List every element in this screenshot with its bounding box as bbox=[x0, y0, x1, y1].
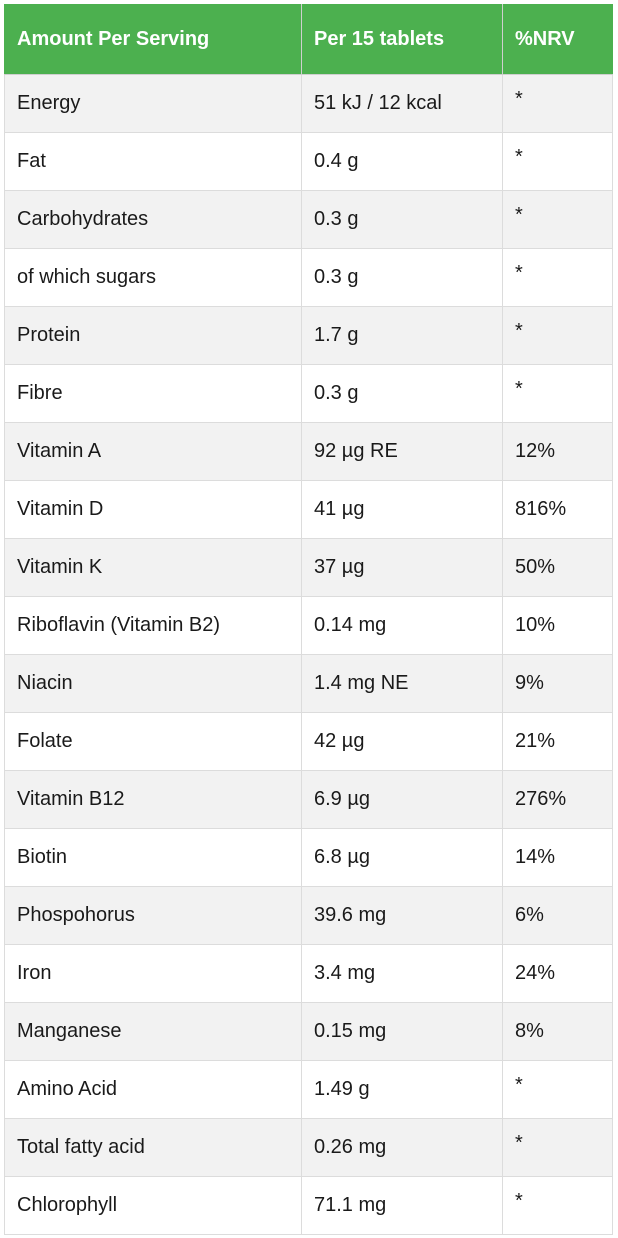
nutrient-name-cell: Phospohorus bbox=[4, 886, 302, 945]
nutrient-name-cell: Vitamin A bbox=[4, 422, 302, 481]
amount-cell: 42 µg bbox=[301, 712, 503, 771]
nrv-cell: * bbox=[502, 364, 613, 423]
amount-cell: 1.49 g bbox=[301, 1060, 503, 1119]
amount-cell: 92 µg RE bbox=[301, 422, 503, 481]
header-nrv: %NRV bbox=[502, 4, 613, 75]
header-amount-per-serving: Amount Per Serving bbox=[4, 4, 302, 75]
amount-cell: 51 kJ / 12 kcal bbox=[301, 74, 503, 133]
nutrient-name-cell: Niacin bbox=[4, 654, 302, 713]
table-row: Manganese 0.15 mg 8% bbox=[4, 1002, 613, 1061]
table-row: Chlorophyll 71.1 mg * bbox=[4, 1176, 613, 1235]
table-row: of which sugars 0.3 g * bbox=[4, 248, 613, 307]
nutrient-name-cell: Carbohydrates bbox=[4, 190, 302, 249]
nrv-cell: 10% bbox=[502, 596, 613, 655]
nutrient-name-cell: Fibre bbox=[4, 364, 302, 423]
nrv-cell: 21% bbox=[502, 712, 613, 771]
nutrient-name-cell: Energy bbox=[4, 74, 302, 133]
header-row: Amount Per Serving Per 15 tablets %NRV bbox=[4, 4, 613, 75]
table-row: Carbohydrates 0.3 g * bbox=[4, 190, 613, 249]
nrv-cell: 14% bbox=[502, 828, 613, 887]
nutrient-name-cell: Vitamin B12 bbox=[4, 770, 302, 829]
nutrient-name-cell: Protein bbox=[4, 306, 302, 365]
nrv-cell: * bbox=[502, 1118, 613, 1177]
table-row: Biotin 6.8 µg 14% bbox=[4, 828, 613, 887]
amount-cell: 0.14 mg bbox=[301, 596, 503, 655]
nutrient-name-cell: Fat bbox=[4, 132, 302, 191]
amount-cell: 37 µg bbox=[301, 538, 503, 597]
table-row: Vitamin D 41 µg 816% bbox=[4, 480, 613, 539]
amount-cell: 1.7 g bbox=[301, 306, 503, 365]
nutrient-name-cell: Manganese bbox=[4, 1002, 302, 1061]
nrv-cell: 50% bbox=[502, 538, 613, 597]
nrv-cell: 816% bbox=[502, 480, 613, 539]
nutrient-name-cell: Folate bbox=[4, 712, 302, 771]
table-row: Folate 42 µg 21% bbox=[4, 712, 613, 771]
amount-cell: 0.4 g bbox=[301, 132, 503, 191]
table-row: Niacin 1.4 mg NE 9% bbox=[4, 654, 613, 713]
amount-cell: 0.3 g bbox=[301, 364, 503, 423]
nrv-cell: 8% bbox=[502, 1002, 613, 1061]
nutrition-table: Amount Per Serving Per 15 tablets %NRV E… bbox=[4, 4, 613, 1235]
table-row: Protein 1.7 g * bbox=[4, 306, 613, 365]
nrv-cell: 24% bbox=[502, 944, 613, 1003]
nrv-cell: 276% bbox=[502, 770, 613, 829]
nutrient-name-cell: Amino Acid bbox=[4, 1060, 302, 1119]
amount-cell: 6.9 µg bbox=[301, 770, 503, 829]
amount-cell: 0.15 mg bbox=[301, 1002, 503, 1061]
table-row: Iron 3.4 mg 24% bbox=[4, 944, 613, 1003]
amount-cell: 0.3 g bbox=[301, 248, 503, 307]
nrv-cell: 12% bbox=[502, 422, 613, 481]
nrv-cell: 6% bbox=[502, 886, 613, 945]
amount-cell: 3.4 mg bbox=[301, 944, 503, 1003]
nutrient-name-cell: Vitamin K bbox=[4, 538, 302, 597]
table-row: Total fatty acid 0.26 mg * bbox=[4, 1118, 613, 1177]
header-per-15-tablets: Per 15 tablets bbox=[301, 4, 503, 75]
table-row: Fat 0.4 g * bbox=[4, 132, 613, 191]
nrv-cell: * bbox=[502, 248, 613, 307]
table-row: Fibre 0.3 g * bbox=[4, 364, 613, 423]
amount-cell: 1.4 mg NE bbox=[301, 654, 503, 713]
amount-cell: 39.6 mg bbox=[301, 886, 503, 945]
table-row: Vitamin B12 6.9 µg 276% bbox=[4, 770, 613, 829]
nutrient-name-cell: Biotin bbox=[4, 828, 302, 887]
table-row: Vitamin K 37 µg 50% bbox=[4, 538, 613, 597]
table-header: Amount Per Serving Per 15 tablets %NRV bbox=[4, 4, 613, 75]
nutrient-name-cell: Total fatty acid bbox=[4, 1118, 302, 1177]
table-row: Vitamin A 92 µg RE 12% bbox=[4, 422, 613, 481]
table-row: Energy 51 kJ / 12 kcal * bbox=[4, 74, 613, 133]
nutrition-table-container: Amount Per Serving Per 15 tablets %NRV E… bbox=[4, 4, 613, 1235]
nrv-cell: * bbox=[502, 190, 613, 249]
nrv-cell: * bbox=[502, 1176, 613, 1235]
nutrient-name-cell: Riboflavin (Vitamin B2) bbox=[4, 596, 302, 655]
table-body: Energy 51 kJ / 12 kcal * Fat 0.4 g * Carbohydr… bbox=[4, 74, 613, 1235]
nutrient-name-cell: Chlorophyll bbox=[4, 1176, 302, 1235]
nutrient-name-cell: Iron bbox=[4, 944, 302, 1003]
amount-cell: 0.26 mg bbox=[301, 1118, 503, 1177]
nrv-cell: * bbox=[502, 74, 613, 133]
amount-cell: 71.1 mg bbox=[301, 1176, 503, 1235]
table-row: Phospohorus 39.6 mg 6% bbox=[4, 886, 613, 945]
nrv-cell: * bbox=[502, 306, 613, 365]
nutrient-name-cell: Vitamin D bbox=[4, 480, 302, 539]
nutrient-name-cell: of which sugars bbox=[4, 248, 302, 307]
amount-cell: 41 µg bbox=[301, 480, 503, 539]
amount-cell: 0.3 g bbox=[301, 190, 503, 249]
nrv-cell: * bbox=[502, 132, 613, 191]
amount-cell: 6.8 µg bbox=[301, 828, 503, 887]
table-row: Riboflavin (Vitamin B2) 0.14 mg 10% bbox=[4, 596, 613, 655]
nrv-cell: 9% bbox=[502, 654, 613, 713]
table-row: Amino Acid 1.49 g * bbox=[4, 1060, 613, 1119]
nrv-cell: * bbox=[502, 1060, 613, 1119]
